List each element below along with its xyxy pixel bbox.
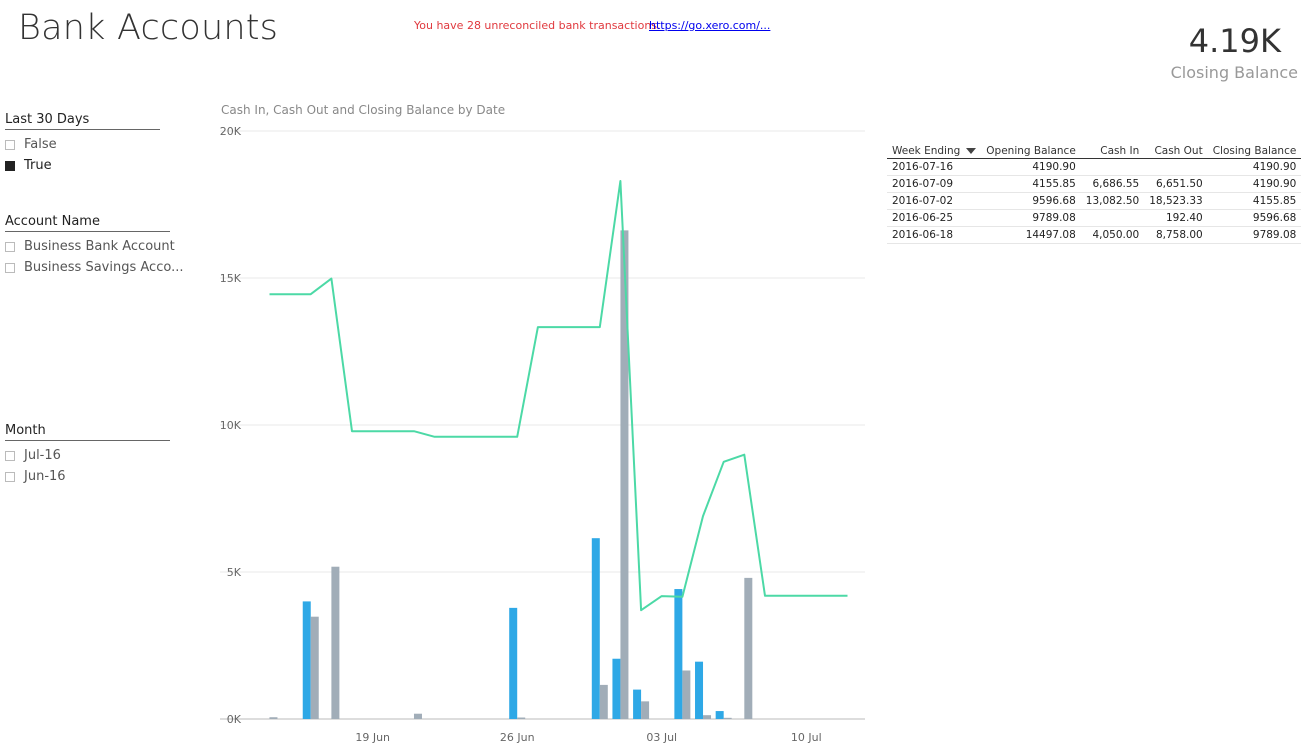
cell-closing-balance: 9596.68 (1207, 209, 1302, 227)
cash-flow-chart: 0K 5K 10K 15K 20K 19 Jun 26 Jun 03 Jul 10 Jul (220, 125, 865, 744)
page-title: Bank Accounts (18, 8, 279, 48)
checkbox-icon[interactable] (5, 262, 15, 273)
cell-cash-out: 192.40 (1144, 209, 1208, 227)
weekly-balance-table: Week Ending Opening Balance Cash In Cash… (887, 144, 1302, 244)
cell-cash-in: 6,686.55 (1080, 175, 1145, 193)
closing-balance-label: Closing Balance (1170, 63, 1298, 82)
cell-opening-balance: 9789.08 (981, 209, 1081, 227)
cell-closing-balance: 4190.90 (1207, 175, 1302, 193)
cash-in-bar (302, 601, 311, 719)
y-tick-label: 0K (227, 713, 242, 726)
cash-out-bar (641, 701, 650, 719)
column-header-cash-in[interactable]: Cash In (1080, 144, 1145, 159)
cash-out-bar (269, 717, 278, 719)
checkbox-icon[interactable] (5, 471, 15, 482)
closing-balance-value: 4.19K (1188, 22, 1281, 60)
y-tick-label: 20K (220, 125, 242, 138)
checkbox-icon[interactable] (5, 241, 15, 252)
chart-title: Cash In, Cash Out and Closing Balance by… (221, 103, 506, 117)
cell-cash-in: 13,082.50 (1080, 192, 1145, 210)
cell-closing-balance: 9789.08 (1207, 226, 1302, 244)
xero-link[interactable]: https://go.xero.com/... (649, 19, 771, 32)
cell-cash-out: 8,758.00 (1144, 226, 1208, 244)
cash-in-bar (591, 538, 600, 719)
table-row: 2016-07-16 4190.90 4190.90 (887, 158, 1302, 176)
cell-opening-balance: 14497.08 (981, 226, 1081, 244)
month-slicer: Month Jul-16 Jun-16 (5, 423, 170, 487)
slicer-item-label: True (24, 158, 52, 173)
cell-cash-out: 18,523.33 (1144, 192, 1208, 210)
table-header-row: Week Ending Opening Balance Cash In Cash… (887, 144, 1302, 159)
last-30-days-slicer: Last 30 Days False True (5, 112, 160, 176)
table-row: 2016-07-02 9596.68 13,082.50 18,523.33 4… (887, 192, 1302, 210)
closing-balance-line (269, 180, 848, 612)
slicer-item-label: Jun-16 (24, 469, 66, 484)
checkbox-checked-icon[interactable] (5, 160, 15, 171)
slicer-title: Last 30 Days (5, 112, 160, 130)
slicer-title: Account Name (5, 214, 170, 232)
slicer-title: Month (5, 423, 170, 441)
cell-opening-balance: 4190.90 (981, 158, 1081, 176)
slicer-item-label: Business Savings Acco... (24, 260, 184, 275)
slicer-item-true[interactable]: True (5, 155, 160, 176)
cell-opening-balance: 9596.68 (981, 192, 1081, 210)
cash-in-bar (695, 661, 704, 719)
account-name-slicer: Account Name Business Bank Account Busin… (5, 214, 183, 278)
column-header-closing-balance[interactable]: Closing Balance (1207, 144, 1302, 159)
x-tick-label: 26 Jun (500, 731, 535, 744)
column-header-cash-out[interactable]: Cash Out (1144, 144, 1208, 159)
cell-cash-in: 4,050.00 (1080, 226, 1145, 244)
cash-out-bar (413, 713, 422, 719)
cell-week-ending: 2016-06-25 (887, 209, 982, 227)
cash-out-bar (310, 616, 319, 719)
cash-out-bar (723, 717, 732, 719)
cash-out-bar (331, 566, 340, 719)
cash-in-bar (715, 711, 724, 719)
cash-in-bar (509, 607, 518, 719)
cash-in-bar (674, 589, 683, 719)
y-tick-label: 15K (220, 272, 242, 285)
table-row: 2016-06-25 9789.08 192.40 9596.68 (887, 209, 1302, 227)
checkbox-icon[interactable] (5, 139, 15, 150)
column-header-week-ending[interactable]: Week Ending (887, 144, 982, 159)
cell-closing-balance: 4155.85 (1207, 192, 1302, 210)
cell-week-ending: 2016-06-18 (887, 226, 982, 244)
cell-cash-in (1080, 209, 1145, 227)
slicer-item-label: Jul-16 (24, 448, 61, 463)
cell-week-ending: 2016-07-02 (887, 192, 982, 210)
cell-week-ending: 2016-07-16 (887, 158, 982, 176)
cash-out-bar (599, 684, 608, 719)
table-row: 2016-07-09 4155.85 6,686.55 6,651.50 419… (887, 175, 1302, 193)
cash-out-bar (703, 715, 712, 719)
cell-closing-balance: 4190.90 (1207, 158, 1302, 176)
slicer-item-business-bank[interactable]: Business Bank Account (5, 236, 175, 257)
slicer-item-label: Business Bank Account (24, 239, 175, 254)
slicer-item-false[interactable]: False (5, 134, 160, 155)
cell-cash-out: 6,651.50 (1144, 175, 1208, 193)
cash-out-bar (517, 717, 526, 719)
cash-in-bar (612, 658, 621, 719)
cash-out-bar (744, 577, 753, 719)
slicer-item-jul-16[interactable]: Jul-16 (5, 445, 170, 466)
cash-out-bar (620, 230, 629, 719)
column-header-opening-balance[interactable]: Opening Balance (981, 144, 1081, 159)
y-tick-label: 10K (220, 419, 242, 432)
slicer-item-business-savings[interactable]: Business Savings Acco... (5, 257, 183, 278)
x-tick-label: 03 Jul (646, 731, 677, 744)
x-tick-label: 19 Jun (355, 731, 390, 744)
sort-desc-icon[interactable] (966, 148, 977, 154)
cell-cash-out (1144, 158, 1208, 176)
slicer-item-jun-16[interactable]: Jun-16 (5, 466, 170, 487)
cell-opening-balance: 4155.85 (981, 175, 1081, 193)
y-tick-label: 5K (227, 566, 242, 579)
cell-cash-in (1080, 158, 1145, 176)
checkbox-icon[interactable] (5, 450, 15, 461)
cash-in-bar (633, 689, 642, 719)
cell-week-ending: 2016-07-09 (887, 175, 982, 193)
unreconciled-alert: You have 28 unreconciled bank transactio… (414, 19, 661, 32)
cash-out-bar (682, 670, 691, 719)
x-tick-label: 10 Jul (791, 731, 822, 744)
slicer-item-label: False (24, 137, 57, 152)
table-row: 2016-06-18 14497.08 4,050.00 8,758.00 97… (887, 226, 1302, 244)
